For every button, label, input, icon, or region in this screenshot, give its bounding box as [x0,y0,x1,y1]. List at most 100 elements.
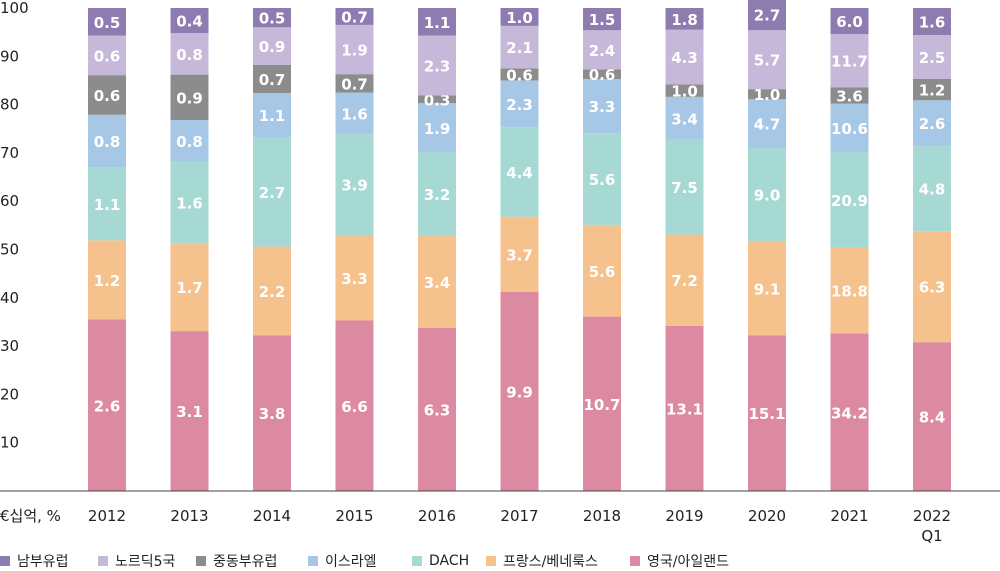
bar-segment [583,69,621,80]
bar-value-label: 34.2 [831,404,868,422]
bar-segment [665,84,704,97]
bar-segment [170,33,209,75]
bar-value-label: 13.1 [666,400,703,418]
bar-value-label: 2.6 [94,397,121,415]
y-tick-label: 10 [0,434,19,452]
legend-label: 프랑스/베네룩스 [503,554,598,570]
bar-segment [830,247,869,334]
bar-value-label: 2.7 [754,6,781,24]
bar-value-label: 3.9 [341,177,368,195]
bar-segment [170,331,209,491]
bar-value-label: 0.7 [259,71,286,89]
bar-value-label: 0.8 [176,46,203,64]
bar-series-group: 2.6 1.2 1.1 0.8 0.6 0.6 0.5 3.1 1.7 1.6 0.8 0.9 0.8 0… [88,0,951,491]
bar-value-label: 2.2 [259,283,286,301]
stacked-bar-chart: 10 20 30 40 50 60 70 80 90 100 2.6 1.2 1.1 0.8 0.6 0.6… [0,0,1000,545]
bar-segment [418,152,456,236]
bar-value-label: 3.8 [259,405,286,423]
bar-segment [830,151,869,248]
bar-segment [88,167,126,241]
bar-value-label: 6.3 [424,401,451,419]
bar-segment [335,24,374,75]
bar-segment [665,8,704,30]
bar-segment [335,92,374,135]
bar-segment [500,68,539,81]
bar-segment [748,148,786,242]
bar-column: 6.3 3.4 3.2 1.9 0.3 2.3 1.1 [418,8,456,491]
bar-segment [253,137,291,247]
bar-value-label: 1.6 [919,14,946,32]
bar-value-label: 10.7 [583,396,620,414]
bar-segment [665,96,704,140]
bar-value-label: 3.6 [836,87,863,105]
bar-value-label: 1.1 [424,14,451,32]
bar-value-label: 7.2 [671,272,698,290]
bar-value-label: 0.6 [94,47,121,65]
bar-value-label: 0.8 [94,133,121,151]
legend-label: 이스라엘 [325,554,377,570]
bar-value-label: 0.5 [94,14,121,32]
bar-value-label: 3.4 [424,274,451,292]
bar-column: 6.6 3.3 3.9 1.6 0.7 1.9 0.7 [335,8,374,491]
bar-value-label: 1.8 [671,11,698,29]
bar-segment [665,325,704,491]
bar-value-label: 1.7 [176,279,203,297]
y-tick-label: 80 [0,96,19,114]
bar-value-label: 1.9 [341,42,368,60]
legend-swatch [0,556,10,566]
bar-value-label: 2.3 [424,57,451,75]
bar-value-label: 3.4 [671,110,698,128]
bar-segment [253,27,291,65]
bar-segment [913,79,951,101]
bar-segment [830,333,869,491]
bar-value-label: 6.3 [919,279,946,297]
legend-item: 남부유럽 [0,551,98,571]
bar-value-label: 18.8 [831,283,868,301]
legend-item: 노르딕5국 [98,551,196,571]
x-tick-label: 2019 [665,507,703,525]
bar-segment [418,95,456,104]
bar-segment [335,8,374,25]
bar-segment [913,146,951,232]
bar-value-label: 7.5 [671,179,698,197]
bar-value-label: 1.5 [589,11,616,29]
bar-segment [253,8,291,28]
bar-value-label: 4.4 [506,164,533,182]
legend-swatch [630,556,640,566]
bar-value-label: 1.0 [506,9,533,27]
legend-item: 영국/아일랜드 [630,551,740,571]
bar-value-label: 1.1 [94,196,121,214]
bar-value-label: 2.6 [919,115,946,133]
bar-value-label: 15.1 [748,405,785,423]
bar-column: 2.6 1.2 1.1 0.8 0.6 0.6 0.5 [88,8,126,491]
bar-column: 8.4 6.3 4.8 2.6 1.2 2.5 1.6 [913,8,951,491]
legend-label: 영국/아일랜드 [647,554,729,570]
bar-value-label: 6.0 [836,13,863,31]
y-tick-label: 60 [0,192,19,210]
bar-column: 9.9 3.7 4.4 2.3 0.6 2.1 1.0 [500,8,539,491]
bar-segment [253,335,291,491]
bar-value-label: 10.6 [831,120,868,138]
bar-segment [170,74,209,121]
bar-value-label: 8.4 [919,409,946,427]
y-tick-label: 50 [0,241,19,259]
bar-value-label: 1.2 [94,272,121,290]
bar-value-label: 3.3 [589,98,616,116]
bar-segment [500,8,539,26]
bar-segment [88,35,126,76]
chart-legend: 남부유럽 노르딕5국 중동부유럽 이스라엘 DACH 프랑스/베네룩스 영국/아일랜드 [0,552,740,570]
bar-column: 13.1 7.2 7.5 3.4 1.0 4.3 1.8 [665,8,704,491]
bar-value-label: 0.9 [176,89,203,107]
bar-segment [88,8,126,36]
y-tick-label: 40 [0,289,19,307]
bar-value-label: 4.3 [671,49,698,67]
bar-value-label: 11.7 [831,53,868,71]
legend-swatch [98,556,108,566]
bar-segment [170,161,209,244]
bar-value-label: 1.0 [754,86,781,104]
bar-value-label: 1.6 [176,194,203,212]
bar-value-label: 4.7 [754,116,781,134]
unit-label: €십억, % [0,507,61,525]
bar-segment [583,133,621,225]
bar-segment [748,89,786,100]
